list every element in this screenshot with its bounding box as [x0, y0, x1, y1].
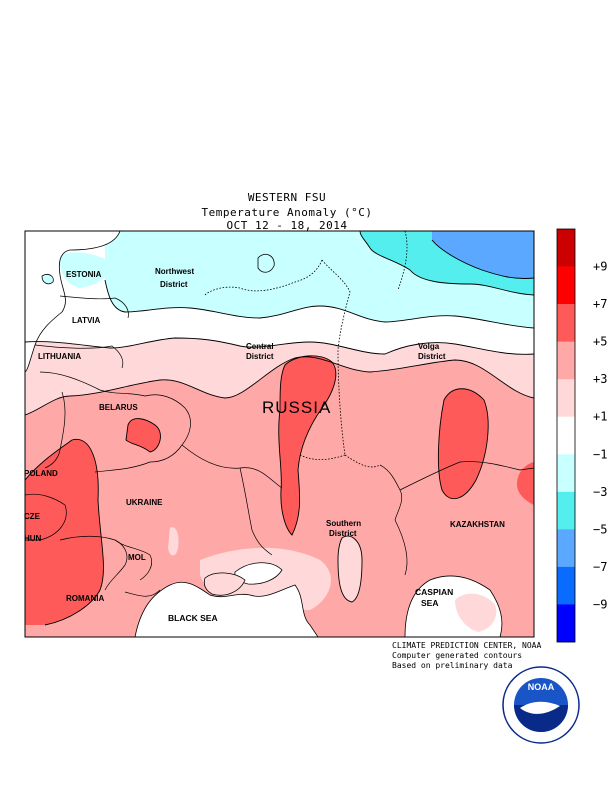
label-northwest: Northwest: [155, 267, 194, 276]
label-lithuania: LITHUANIA: [38, 352, 81, 361]
label-russia: RUSSIA: [262, 398, 331, 417]
fill-estonia-cool: [59, 252, 111, 288]
fill-plus5-east: [516, 462, 534, 505]
legend-label: −5: [593, 522, 607, 536]
legend-swatch: [557, 416, 575, 455]
legend-swatch: [557, 491, 575, 530]
label-northwest-district: District: [160, 280, 188, 289]
saaremaa-island: [41, 274, 54, 285]
map-title: WESTERN FSU: [247, 191, 327, 204]
legend-label: +5: [593, 335, 607, 349]
credit-line-3: Based on preliminary data: [392, 661, 513, 670]
credit-line-2: Computer generated contours: [392, 651, 523, 660]
label-volga-district: District: [418, 352, 446, 361]
fill-plus1-ukraine: [168, 527, 179, 556]
baltic-sea: [25, 231, 121, 373]
legend-label: −1: [593, 447, 607, 461]
legend-swatch: [557, 304, 575, 342]
legend-frame: [556, 228, 576, 643]
fill-plus5-poland: [25, 439, 104, 625]
label-latvia: LATVIA: [72, 316, 101, 325]
district-borders: [204, 231, 408, 468]
legend-swatch: [557, 566, 575, 605]
black-sea: [134, 581, 319, 637]
label-kazakhstan: KAZAKHSTAN: [450, 520, 505, 529]
legend-label: −3: [593, 485, 607, 499]
country-borders: [25, 295, 534, 597]
noaa-logo: NOAA: [502, 666, 580, 744]
label-southern-district: District: [329, 529, 357, 538]
fill-plus5-russia: [278, 355, 336, 535]
fill-plus5-kazakh: [438, 388, 489, 499]
noaa-logo-text: NOAA: [528, 682, 555, 692]
legend-swatch: [557, 604, 575, 643]
legend-swatch: [557, 341, 575, 380]
legend-label: −9: [593, 597, 607, 611]
map-subtitle: Temperature Anomaly (°C): [201, 206, 373, 219]
label-estonia: ESTONIA: [66, 270, 102, 279]
label-southern: Southern: [326, 519, 361, 528]
contour-lines: [25, 231, 534, 626]
legend-colorbar: +9 +7 +5 +3 +1 −1 −3 −5 −7 −9: [557, 229, 607, 643]
label-black-sea: BLACK SEA: [168, 613, 218, 623]
legend-label: +3: [593, 372, 607, 386]
credit-line-1: CLIMATE PREDICTION CENTER, NOAA: [392, 641, 542, 650]
label-caspian-sea: SEA: [421, 598, 438, 608]
label-poland: POLAND: [24, 469, 58, 478]
legend-swatch: [557, 529, 575, 568]
legend-label: +7: [593, 297, 607, 311]
label-central: Central: [246, 342, 274, 351]
label-romania: ROMANIA: [66, 594, 104, 603]
map-date: OCT 12 - 18, 2014: [226, 219, 348, 232]
label-belarus: BELARUS: [99, 403, 138, 412]
legend-label: −7: [593, 560, 607, 574]
anomaly-map: [25, 231, 534, 637]
fill-minus7-minus5: [432, 231, 534, 279]
legend-swatch: [557, 454, 575, 493]
map-frame: [24, 230, 535, 638]
label-cze: CZE: [24, 512, 41, 521]
label-caspian: CASPIAN: [415, 587, 453, 597]
legend-swatch: [557, 379, 575, 418]
legend-swatch: [557, 266, 575, 305]
legend-swatch: [557, 229, 575, 267]
legend-label: +1: [593, 410, 607, 424]
label-ukraine: UKRAINE: [126, 498, 163, 507]
legend-label: +9: [593, 260, 607, 274]
label-volga: Volga: [418, 342, 440, 351]
crimea: [203, 572, 246, 596]
fill-plus1-southern: [338, 536, 362, 602]
lake-ladoga: [257, 253, 275, 273]
label-mol: MOL: [128, 553, 146, 562]
caspian-shore: [455, 593, 497, 632]
fill-plus5-belarus: [126, 418, 161, 452]
label-central-district: District: [246, 352, 274, 361]
label-hun: HUN: [24, 534, 42, 543]
